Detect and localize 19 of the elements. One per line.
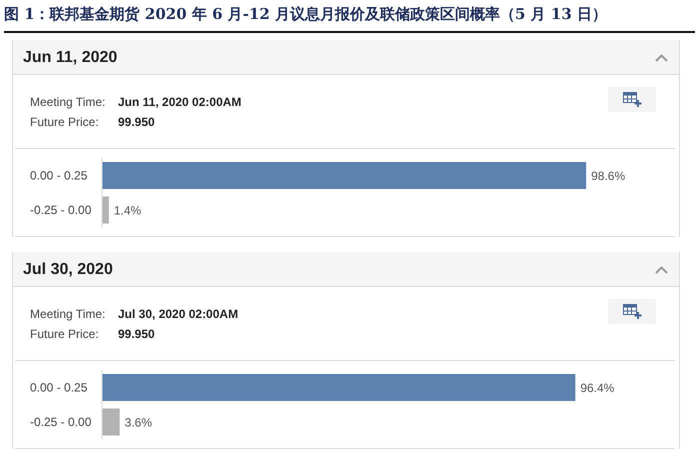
y-tick-label: 0.00 - 0.25 <box>30 380 88 394</box>
data-label: 1.4% <box>114 203 142 218</box>
text: 99.950 <box>118 114 155 130</box>
text: 图 1：联邦基金期货 2020 年 6 月-12 月议息月报价及联储政策区间概率（5 月 13 日） <box>4 4 608 24</box>
data-label: 3.6% <box>124 415 152 430</box>
text: Meeting Time: <box>30 95 106 109</box>
text: Future Price: <box>30 327 99 341</box>
data-label: 96.4% <box>580 380 615 395</box>
text: 99.950 <box>118 326 155 342</box>
data-label: 98.6% <box>591 168 626 183</box>
chart-title: Jun 11, 2020 <box>23 48 118 67</box>
text: Jun 11, 2020 02:00AM <box>118 94 242 110</box>
text: Meeting Time: <box>30 307 106 321</box>
text: Future Price: <box>30 115 99 129</box>
text: Jul 30, 2020 02:00AM <box>118 306 238 322</box>
y-tick-label: -0.25 - 0.00 <box>30 202 92 217</box>
y-tick-label: -0.25 - 0.00 <box>30 414 92 429</box>
y-tick-label: 0.00 - 0.25 <box>30 168 88 182</box>
chart-title: Jul 30, 2020 <box>23 260 113 279</box>
